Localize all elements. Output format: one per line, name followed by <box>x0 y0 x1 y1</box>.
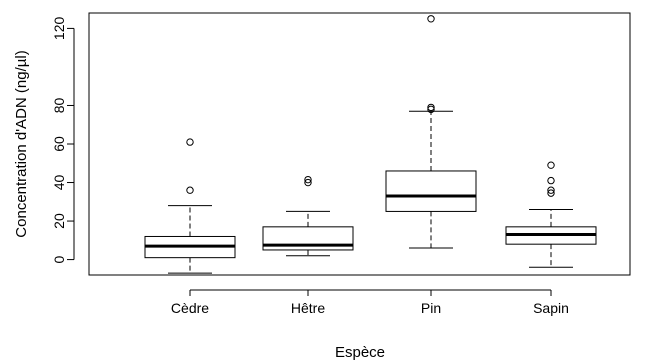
outlier-point <box>186 138 194 146</box>
box-4 <box>505 161 597 268</box>
outlier-point <box>304 175 312 184</box>
outlier-point <box>547 186 555 194</box>
y-tick-label: 40 <box>51 175 67 191</box>
box-iqr <box>385 170 477 212</box>
y-tick-label: 60 <box>51 136 67 152</box>
x-axis: Cèdre Hêtre Pin Sapin <box>171 289 569 316</box>
outlier-point <box>186 186 194 194</box>
outlier-point <box>547 161 555 169</box>
y-tick-label: 20 <box>51 213 67 229</box>
plot-frame <box>88 12 631 276</box>
outlier-point <box>427 105 435 114</box>
y-axis: 0 20 40 60 80 120 <box>51 17 75 263</box>
y-tick-label: 80 <box>51 97 67 113</box>
x-tick-label: Hêtre <box>291 300 325 316</box>
x-axis-label: Espèce <box>335 344 385 361</box>
box-1 <box>144 138 236 274</box>
x-tick-label: Pin <box>421 300 441 316</box>
x-tick-label: Cèdre <box>171 300 209 316</box>
y-tick-label: 0 <box>51 255 67 263</box>
x-tick-label: Sapin <box>533 300 569 316</box>
y-tick-label: 120 <box>51 17 67 41</box>
y-axis-label: Concentration d'ADN (ng/µl) <box>13 50 30 237</box>
outlier-point <box>547 189 555 197</box>
outlier-point <box>427 15 435 23</box>
outlier-point <box>304 178 312 187</box>
boxes <box>144 15 597 274</box>
outlier-point <box>427 103 435 112</box>
outlier-point <box>547 176 555 185</box>
box-2 <box>262 175 354 257</box>
box-3 <box>385 15 477 249</box>
